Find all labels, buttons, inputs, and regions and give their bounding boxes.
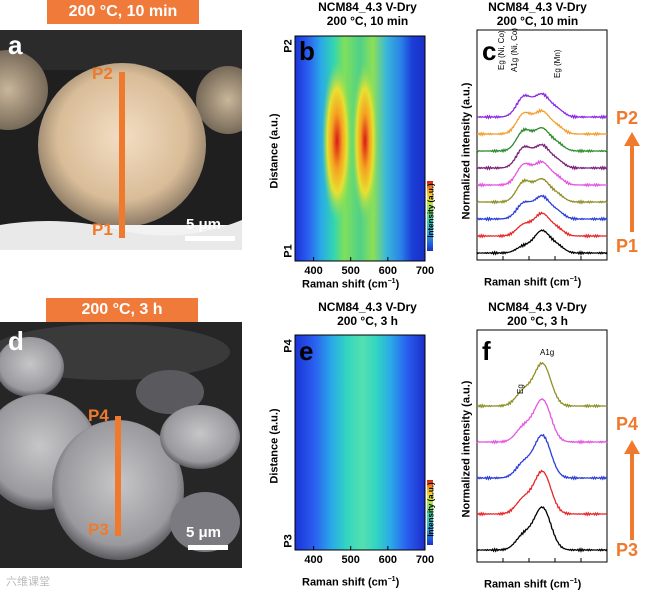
panel-f-arrow-icon [624,440,640,545]
x-tick-label: 400 [304,554,322,566]
panel-d-scale-label: 5 μm [186,524,222,541]
panel-c-spectra-chart: 300400500600700800 [476,29,608,261]
spectrum-line [476,229,608,256]
panel-e-xlabel: Raman shift (cm−1) [302,576,399,589]
panel-d-top-point: P4 [88,406,109,425]
watermark-text: 六维课堂 [6,576,50,588]
spectrum-line [476,433,608,481]
panel-f-peak-a1g: A1g [540,348,555,357]
x-tick-label: 400 [304,265,322,277]
panel-c-xlabel-sup: −1 [569,276,578,283]
panel-f-xlabel-end: ) [577,578,582,591]
spectrum-line [476,143,608,171]
panel-b-xlabel: Raman shift (cm−1) [302,278,399,291]
panel-e-colorbar [427,480,433,545]
spectrum-line [476,397,608,445]
panel-c-title-line2: 200 °C, 10 min [496,14,579,28]
x-tick-label: 500 [342,554,360,566]
panel-e-heatmap [295,335,425,550]
spectrum-line [476,506,608,553]
spectrum-line [476,194,608,222]
panel-f-letter: f [482,336,491,366]
watermark: 六维课堂 [6,573,50,589]
panel-d-line-scan [115,416,121,536]
panel-e-title: NCM84_4.3 V-Dry 200 °C, 3 h [290,300,445,328]
panel-f-xlabel-text: Raman shift (cm [484,578,570,591]
panel-b-colorbar [427,181,433,251]
x-tick-label: 600 [379,554,397,566]
panel-d-banner: 200 °C, 3 h [46,298,198,322]
x-tick-label: 500 [342,265,360,277]
panel-d-bottom-point: P3 [88,520,109,539]
spectrum-line [476,127,608,154]
spectrum-line [476,159,608,188]
panel-d-micrograph [0,322,242,568]
spectrum-line [476,92,608,120]
panel-b-heatmap-chart: 400 500 600 700 [294,35,434,277]
panel-c-peak-eg-mn: Eg (Mn) [553,49,562,78]
panel-e-y-top: P4 [282,339,295,353]
panel-f-title: NCM84_4.3 V-Dry 200 °C, 3 h [460,300,615,328]
panel-b-xlabel-end: ) [395,278,400,291]
panel-c-peak-eg-nico: Eg (Ni, Co) [497,30,506,70]
panel-a-line-scan [119,72,125,238]
panel-c-title: NCM84_4.3 V-Dry 200 °C, 10 min [460,0,615,28]
panel-a-scale-bar [185,236,235,241]
panel-b-xlabel-text: Raman shift (cm [302,278,388,291]
panel-c-arrow-bottom-label: P1 [616,236,639,256]
panel-f-arrow-bottom-label: P3 [616,540,639,560]
panel-c-letter: c [482,36,497,66]
panel-c-ylabel: Normalized intensity (a.u.) [460,82,473,220]
panel-f-ylabel: Normalized intensity (a.u.) [460,380,473,518]
panel-b-xlabel-sup: −1 [387,278,396,285]
panel-c-peak-a1g-nico: A1g (Ni, Co) [510,27,519,72]
panel-a-banner: 200 °C, 10 min [47,0,199,24]
panel-e-y-bottom: P3 [282,534,295,548]
panel-e-xlabel-end: ) [395,576,400,589]
spectrum-line [476,361,608,409]
panel-a-letter: a [8,30,23,60]
spectrum-line [476,469,608,517]
panel-b-letter: b [299,36,315,66]
panel-a-bottom-point: P1 [92,220,113,239]
panel-f-title-line1: NCM84_4.3 V-Dry [488,300,587,314]
panel-f-xlabel: Raman shift (cm−1) [484,578,581,591]
spectrum-line [476,177,608,205]
panel-e-colorbar-label: Intensity (a.u.) [426,482,436,537]
panel-c-title-line1: NCM84_4.3 V-Dry [488,0,587,14]
panel-c-arrow-icon [624,132,640,237]
panel-d-scale-bar [188,545,228,550]
panel-e-xlabel-text: Raman shift (cm [302,576,388,589]
panel-b-y-bottom: P1 [282,244,295,258]
panel-e-letter: e [299,336,314,366]
panel-b-title-line2: 200 °C, 10 min [326,14,409,28]
panel-b-y-top: P2 [282,39,295,53]
panel-e-heatmap-chart: 400 500 600 700 [294,334,434,566]
panel-f-title-line2: 200 °C, 3 h [507,314,568,328]
x-tick-label: 700 [416,265,434,277]
panel-f-arrow-top-label: P4 [616,414,639,434]
panel-c-xlabel: Raman shift (cm−1) [484,276,581,289]
panel-a-top-point: P2 [92,64,113,83]
panel-a-scale-label: 5 μm [186,216,222,233]
panel-b-title-line1: NCM84_4.3 V-Dry [318,0,417,14]
x-tick-label: 700 [416,554,434,566]
panel-f-xlabel-sup: −1 [569,578,578,585]
panel-e-title-line2: 200 °C, 3 h [337,314,398,328]
panel-c-arrow-top-label: P2 [616,108,639,128]
panel-d-letter: d [8,326,24,356]
x-tick-label: 600 [379,265,397,277]
panel-e-ylabel: Distance (a.u.) [268,408,281,484]
panel-b-ylabel: Distance (a.u.) [268,113,281,189]
panel-e-title-line1: NCM84_4.3 V-Dry [318,300,417,314]
spectrum-line [476,108,608,137]
panel-f-spectra-chart: 300400500600700800 [476,329,608,563]
panel-c-xlabel-text: Raman shift (cm [484,276,570,289]
panel-c-xlabel-end: ) [577,276,582,289]
panel-b-title: NCM84_4.3 V-Dry 200 °C, 10 min [290,0,445,28]
spectrum-line [476,211,608,239]
panel-e-xlabel-sup: −1 [387,576,396,583]
panel-f-peak-eg: Eg [516,384,525,394]
panel-b-colorbar-label: Intensity (a.u.) [426,183,436,238]
